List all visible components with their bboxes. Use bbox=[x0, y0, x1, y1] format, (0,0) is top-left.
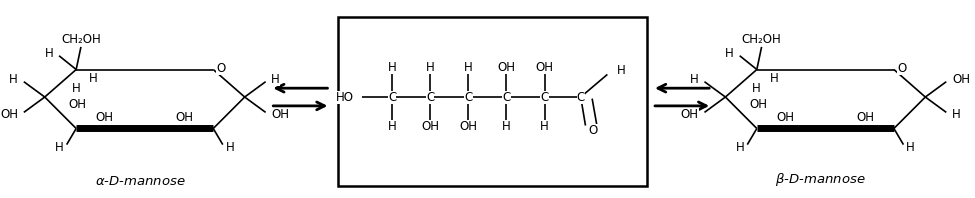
Text: C: C bbox=[388, 90, 397, 104]
Text: H: H bbox=[725, 47, 734, 60]
Text: H: H bbox=[89, 72, 98, 86]
Text: H: H bbox=[464, 61, 473, 74]
Text: OH: OH bbox=[96, 111, 114, 124]
Text: H: H bbox=[426, 61, 435, 74]
Text: HO: HO bbox=[336, 90, 354, 104]
Text: H: H bbox=[388, 120, 397, 133]
Text: OH: OH bbox=[952, 73, 970, 86]
Text: C: C bbox=[426, 90, 435, 104]
Text: C: C bbox=[464, 90, 473, 104]
Text: H: H bbox=[502, 120, 511, 133]
Text: H: H bbox=[752, 82, 760, 95]
Text: OH: OH bbox=[68, 98, 87, 111]
Text: H: H bbox=[388, 61, 397, 74]
Text: OH: OH bbox=[681, 108, 699, 121]
Text: O: O bbox=[216, 62, 225, 75]
Text: OH: OH bbox=[271, 108, 290, 121]
Text: CH₂OH: CH₂OH bbox=[742, 33, 782, 46]
Text: OH: OH bbox=[776, 111, 795, 124]
Text: OH: OH bbox=[421, 120, 440, 133]
Text: $\alpha$-D-mannose: $\alpha$-D-mannose bbox=[95, 175, 185, 188]
Text: H: H bbox=[907, 141, 916, 154]
Text: H: H bbox=[55, 141, 63, 154]
Text: OH: OH bbox=[176, 111, 194, 124]
Text: OH: OH bbox=[459, 120, 478, 133]
Text: C: C bbox=[576, 90, 585, 104]
Text: OH: OH bbox=[749, 98, 767, 111]
Text: OH: OH bbox=[856, 111, 875, 124]
Text: H: H bbox=[540, 120, 549, 133]
Text: C: C bbox=[502, 90, 511, 104]
Text: OH: OH bbox=[497, 61, 516, 74]
Text: OH: OH bbox=[535, 61, 554, 74]
Text: H: H bbox=[271, 73, 280, 86]
Text: H: H bbox=[10, 73, 19, 86]
Text: H: H bbox=[736, 141, 745, 154]
Text: H: H bbox=[225, 141, 234, 154]
Text: H: H bbox=[617, 64, 626, 77]
Text: OH: OH bbox=[0, 108, 19, 121]
Bar bbox=[338, 17, 647, 187]
Text: H: H bbox=[71, 82, 80, 95]
Text: H: H bbox=[952, 108, 960, 121]
Text: O: O bbox=[897, 62, 906, 75]
Text: O: O bbox=[589, 124, 598, 137]
Text: C: C bbox=[540, 90, 549, 104]
Text: H: H bbox=[45, 47, 54, 60]
Text: H: H bbox=[769, 72, 778, 86]
Text: $\beta$-D-mannose: $\beta$-D-mannose bbox=[775, 171, 866, 188]
Text: CH₂OH: CH₂OH bbox=[61, 33, 100, 46]
Text: H: H bbox=[690, 73, 699, 86]
